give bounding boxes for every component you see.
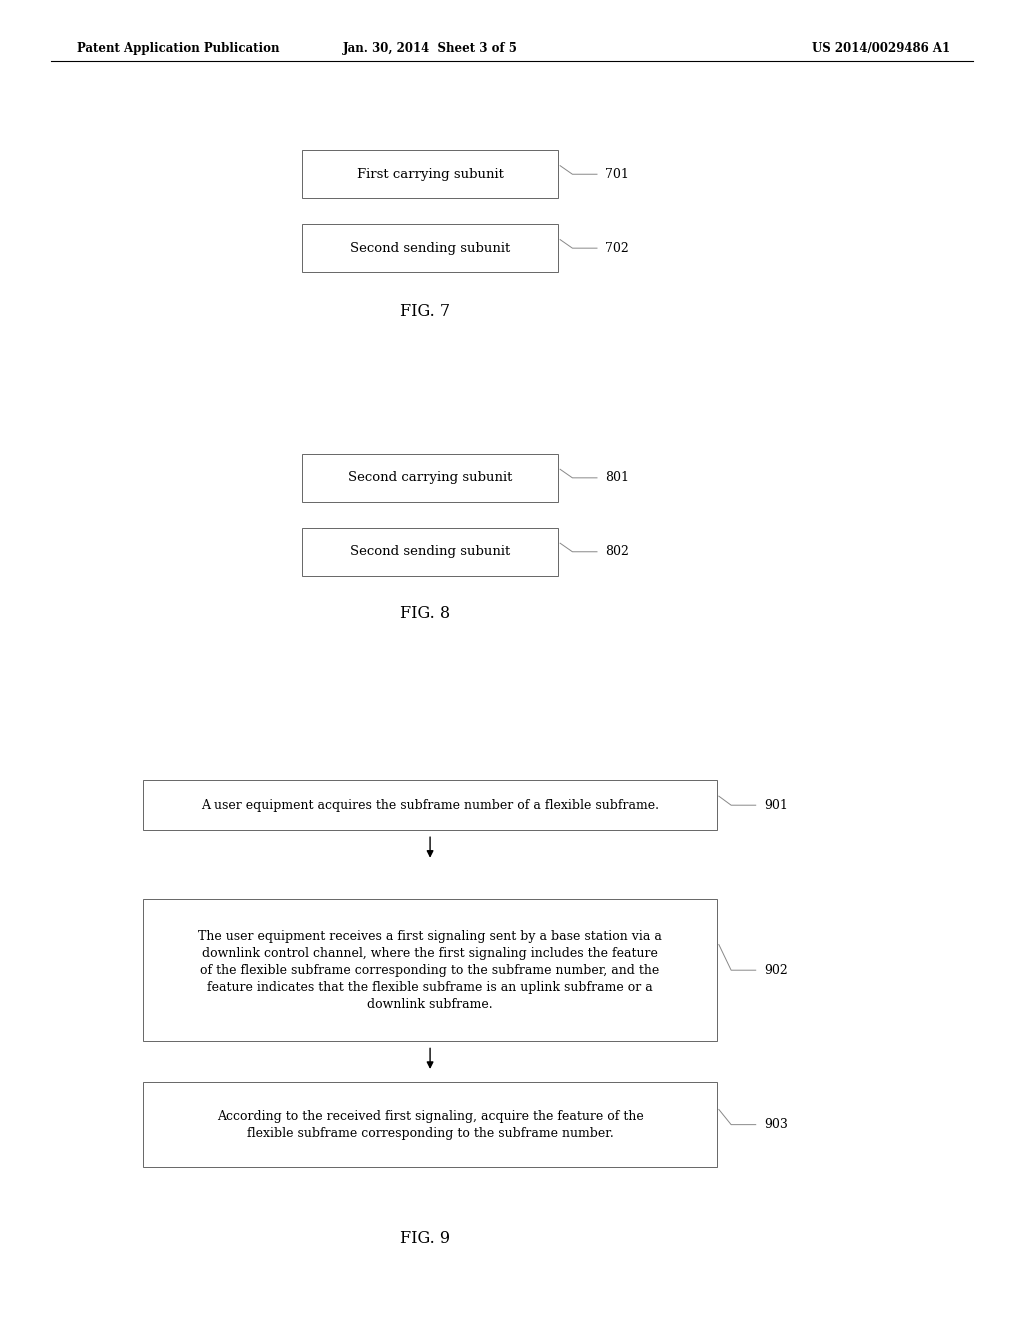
Text: 701: 701 xyxy=(605,168,629,181)
Text: Patent Application Publication: Patent Application Publication xyxy=(77,42,280,55)
Bar xyxy=(143,1082,717,1167)
Bar xyxy=(302,454,558,502)
Text: US 2014/0029486 A1: US 2014/0029486 A1 xyxy=(812,42,949,55)
Bar xyxy=(302,224,558,272)
Text: Second sending subunit: Second sending subunit xyxy=(350,242,510,255)
Text: FIG. 7: FIG. 7 xyxy=(400,304,450,319)
Text: 903: 903 xyxy=(764,1118,787,1131)
Text: Second sending subunit: Second sending subunit xyxy=(350,545,510,558)
Text: The user equipment receives a first signaling sent by a base station via a
downl: The user equipment receives a first sign… xyxy=(198,929,663,1011)
Text: 702: 702 xyxy=(605,242,629,255)
Text: Jan. 30, 2014  Sheet 3 of 5: Jan. 30, 2014 Sheet 3 of 5 xyxy=(343,42,517,55)
Bar xyxy=(143,780,717,830)
Bar xyxy=(302,528,558,576)
Text: A user equipment acquires the subframe number of a flexible subframe.: A user equipment acquires the subframe n… xyxy=(201,799,659,812)
Text: 802: 802 xyxy=(605,545,629,558)
Text: First carrying subunit: First carrying subunit xyxy=(356,168,504,181)
Text: 902: 902 xyxy=(764,964,787,977)
Bar xyxy=(302,150,558,198)
Text: Second carrying subunit: Second carrying subunit xyxy=(348,471,512,484)
Bar xyxy=(143,899,717,1041)
Text: FIG. 9: FIG. 9 xyxy=(400,1230,450,1246)
Text: According to the received first signaling, acquire the feature of the
flexible s: According to the received first signalin… xyxy=(217,1110,643,1139)
Text: 901: 901 xyxy=(764,799,787,812)
Text: FIG. 8: FIG. 8 xyxy=(400,606,450,622)
Text: 801: 801 xyxy=(605,471,629,484)
